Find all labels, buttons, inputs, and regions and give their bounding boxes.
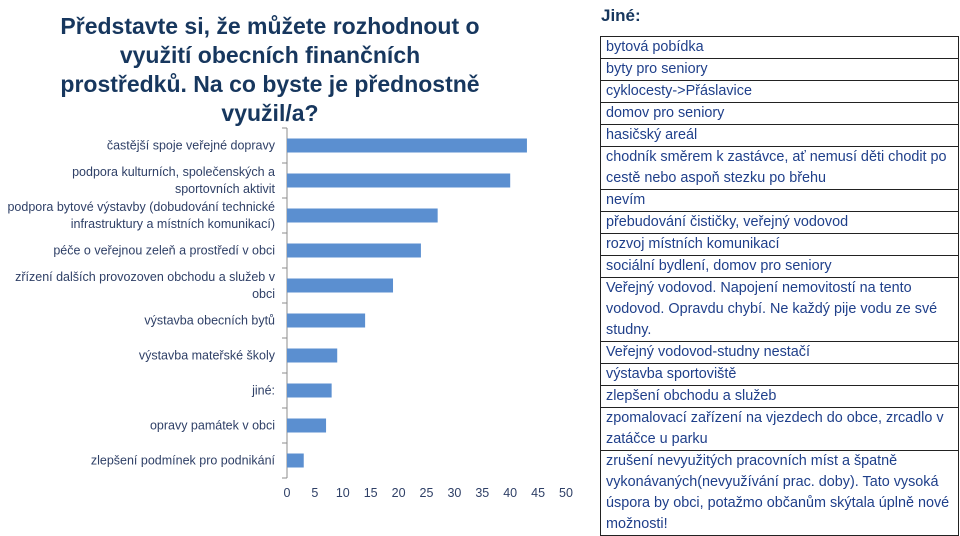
other-title: Jiné: xyxy=(601,6,641,25)
other-row: byty pro seniory xyxy=(600,58,959,81)
category-label: výstavba mateřské školy xyxy=(139,349,276,363)
x-tick-label: 45 xyxy=(531,486,545,500)
other-answer: cyklocesty->Přáslavice xyxy=(600,80,959,103)
bar xyxy=(287,243,421,258)
category-label: zlepšení podmínek pro podnikání xyxy=(91,454,276,468)
bar xyxy=(287,453,304,468)
other-answer: nevím xyxy=(600,189,959,212)
other-answer: chodník směrem k zastávce, ať nemusí dět… xyxy=(600,146,959,190)
category-label: péče o veřejnou zeleň a prostředí v obci xyxy=(53,244,275,258)
other-row: přebudování čističky, veřejný vodovod xyxy=(600,211,959,234)
other-row: chodník směrem k zastávce, ať nemusí dět… xyxy=(600,146,959,190)
other-answer: sociální bydlení, domov pro seniory xyxy=(600,255,959,278)
bar xyxy=(287,173,511,188)
other-answer: zrušení nevyužitých pracovních míst a šp… xyxy=(600,450,959,536)
other-answer: zlepšení obchodu a služeb xyxy=(600,385,959,408)
other-row: rozvoj místních komunikací xyxy=(600,233,959,256)
bar xyxy=(287,278,394,293)
x-tick-label: 30 xyxy=(447,486,461,500)
other-answer: Veřejný vodovod-studny nestačí xyxy=(600,341,959,364)
other-row: zpomalovací zařízení na vjezdech do obce… xyxy=(600,407,959,451)
other-answer: Veřejný vodovod. Napojení nemovitostí na… xyxy=(600,277,959,342)
x-tick-label: 5 xyxy=(311,486,318,500)
bar xyxy=(287,138,527,153)
other-row: Veřejný vodovod. Napojení nemovitostí na… xyxy=(600,277,959,342)
other-row: zrušení nevyužitých pracovních míst a šp… xyxy=(600,450,959,536)
other-row: cyklocesty->Přáslavice xyxy=(600,80,959,103)
other-answer: byty pro seniory xyxy=(600,58,959,81)
other-answer: zpomalovací zařízení na vjezdech do obce… xyxy=(600,407,959,451)
category-label: zřízení dalších provozoven obchodu a slu… xyxy=(15,270,276,301)
bar xyxy=(287,313,366,328)
x-tick-label: 35 xyxy=(475,486,489,500)
other-answer: rozvoj místních komunikací xyxy=(600,233,959,256)
other-row: Veřejný vodovod-studny nestačí xyxy=(600,341,959,364)
other-answer: domov pro seniory xyxy=(600,102,959,125)
other-answer: bytová pobídka xyxy=(600,36,959,59)
other-answer: výstavba sportoviště xyxy=(600,363,959,386)
other-row: sociální bydlení, domov pro seniory xyxy=(600,255,959,278)
category-label: podpora kulturních, společenských a sport… xyxy=(72,165,275,196)
category-label: podpora bytové výstavby (dobudování tech… xyxy=(7,200,275,231)
other-row: nevím xyxy=(600,189,959,212)
category-label: výstavba obecních bytů xyxy=(144,314,275,328)
other-row: hasičský areál xyxy=(600,124,959,147)
other-row: výstavba sportoviště xyxy=(600,363,959,386)
bar xyxy=(287,208,438,223)
x-tick-label: 40 xyxy=(503,486,517,500)
bar xyxy=(287,383,332,398)
x-tick-label: 10 xyxy=(336,486,350,500)
other-row: bytová pobídka xyxy=(600,36,959,59)
x-tick-label: 20 xyxy=(392,486,406,500)
x-tick-label: 0 xyxy=(284,486,291,500)
chart-title: Představte si, že můžete rozhodnout o vy… xyxy=(60,13,480,126)
bar xyxy=(287,348,338,363)
bar xyxy=(287,418,327,433)
other-answer: přebudování čističky, veřejný vodovod xyxy=(600,211,959,234)
other-row: zlepšení obchodu a služeb xyxy=(600,385,959,408)
bar-chart: častější spoje veřejné dopravy podpora ku… xyxy=(7,127,573,500)
other-answer: hasičský areál xyxy=(600,124,959,147)
x-tick-label: 15 xyxy=(364,486,378,500)
other-answers-table: bytová pobídka byty pro seniory cyklocesty… xyxy=(600,36,959,536)
category-label: častější spoje veřejné dopravy xyxy=(107,139,276,153)
other-row: domov pro seniory xyxy=(600,102,959,125)
x-tick-label: 50 xyxy=(559,486,573,500)
category-label: opravy památek v obci xyxy=(150,419,275,433)
category-label: jiné: xyxy=(251,384,275,398)
x-tick-label: 25 xyxy=(420,486,434,500)
